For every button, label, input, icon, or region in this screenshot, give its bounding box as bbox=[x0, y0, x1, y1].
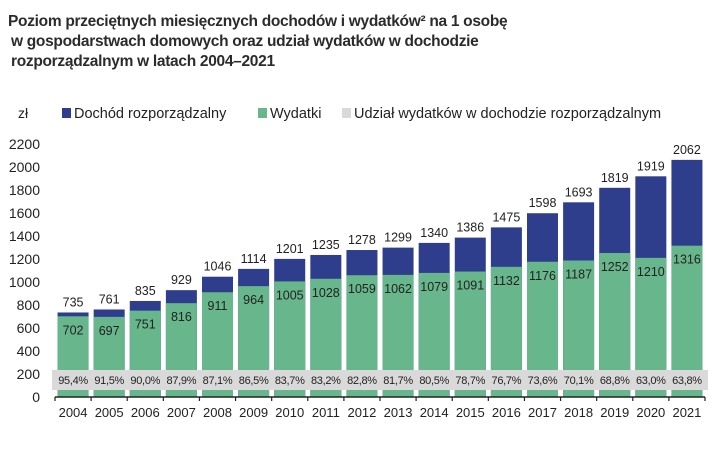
title-line: Poziom przeciętnych miesięcznych dochodó… bbox=[8, 13, 508, 30]
expenses-label: 1210 bbox=[637, 265, 665, 279]
expenses-label: 816 bbox=[171, 310, 192, 324]
x-tick-label: 2007 bbox=[167, 405, 196, 420]
expenses-label: 702 bbox=[63, 323, 84, 337]
expenses-label: 1005 bbox=[276, 288, 304, 302]
x-tick-label: 2021 bbox=[672, 405, 701, 420]
title-line: rozporządzalnym w latach 2004–2021 bbox=[11, 53, 275, 70]
x-tick-label: 2006 bbox=[131, 405, 160, 420]
expenses-label: 1316 bbox=[673, 253, 701, 267]
expenses-label: 1176 bbox=[529, 269, 556, 283]
expenses-label: 1187 bbox=[565, 267, 592, 281]
share-label: 95,4% bbox=[58, 375, 88, 387]
x-tick-label: 2012 bbox=[347, 405, 376, 420]
legend-label: Udział wydatków w dochodzie rozporządzal… bbox=[354, 106, 661, 122]
y-tick-label: 400 bbox=[17, 343, 41, 359]
x-tick-label: 2009 bbox=[239, 405, 268, 420]
x-tick-label: 2017 bbox=[528, 405, 557, 420]
legend-label: Dochód rozporządzalny bbox=[74, 106, 227, 122]
income-label: 1475 bbox=[492, 210, 520, 224]
share-label: 86,5% bbox=[239, 375, 269, 387]
income-label: 1278 bbox=[348, 233, 376, 247]
legend-label: Wydatki bbox=[270, 106, 321, 122]
income-label: 1299 bbox=[384, 231, 412, 245]
share-label: 82,8% bbox=[347, 375, 377, 387]
income-label: 735 bbox=[63, 295, 84, 309]
y-axis-unit: zł bbox=[18, 105, 29, 121]
x-tick-label: 2011 bbox=[312, 405, 340, 420]
share-label: 76,7% bbox=[492, 375, 522, 387]
x-tick-label: 2005 bbox=[95, 405, 124, 420]
share-label: 83,2% bbox=[311, 375, 341, 387]
title-line: w gospodarstwach domowych oraz udział wy… bbox=[11, 33, 479, 50]
expenses-label: 1132 bbox=[493, 274, 520, 288]
share-label: 70,1% bbox=[564, 375, 594, 387]
share-band bbox=[52, 370, 708, 390]
x-tick-label: 2008 bbox=[203, 405, 232, 420]
expenses-label: 1059 bbox=[348, 282, 376, 296]
legend-swatch bbox=[62, 108, 71, 118]
y-tick-label: 1200 bbox=[9, 251, 40, 267]
expenses-label: 1079 bbox=[420, 280, 448, 294]
income-label: 761 bbox=[99, 292, 120, 306]
income-label: 1386 bbox=[456, 221, 484, 235]
x-tick-label: 2016 bbox=[492, 405, 521, 420]
x-tick-label: 2004 bbox=[59, 405, 88, 420]
y-tick-label: 1800 bbox=[9, 182, 40, 198]
y-tick-label: 800 bbox=[17, 297, 41, 313]
y-tick-label: 1400 bbox=[9, 228, 40, 244]
y-tick-label: 600 bbox=[17, 320, 41, 336]
y-tick-label: 200 bbox=[17, 366, 41, 382]
income-label: 1114 bbox=[241, 252, 267, 266]
income-label: 1235 bbox=[312, 238, 340, 252]
x-tick-label: 2019 bbox=[600, 405, 629, 420]
y-tick-label: 1000 bbox=[9, 274, 40, 290]
x-tick-label: 2015 bbox=[456, 405, 485, 420]
income-label: 1598 bbox=[529, 196, 557, 210]
income-label: 1046 bbox=[204, 260, 232, 274]
expenses-label: 1091 bbox=[456, 279, 484, 293]
expenses-label: 964 bbox=[243, 293, 264, 307]
share-label: 80,5% bbox=[419, 375, 449, 387]
y-tick-label: 1600 bbox=[9, 205, 40, 221]
expenses-label: 1252 bbox=[601, 260, 629, 274]
legend-swatch bbox=[258, 108, 267, 118]
share-label: 87,1% bbox=[203, 375, 233, 387]
x-tick-label: 2013 bbox=[384, 405, 413, 420]
share-label: 81,7% bbox=[383, 375, 413, 387]
income-label: 1201 bbox=[276, 242, 304, 256]
x-tick-label: 2018 bbox=[564, 405, 593, 420]
legend-swatch bbox=[342, 108, 351, 118]
share-label: 90,0% bbox=[130, 375, 160, 387]
share-label: 63,0% bbox=[636, 375, 666, 387]
income-label: 1693 bbox=[565, 185, 593, 199]
income-label: 2062 bbox=[673, 143, 701, 157]
share-label: 78,7% bbox=[455, 375, 485, 387]
income-label: 1819 bbox=[601, 171, 629, 185]
income-label: 835 bbox=[135, 284, 156, 298]
share-label: 63,8% bbox=[672, 375, 702, 387]
share-label: 91,5% bbox=[94, 375, 124, 387]
y-tick-label: 0 bbox=[32, 389, 40, 405]
share-label: 68,8% bbox=[600, 375, 630, 387]
share-label: 87,9% bbox=[167, 375, 197, 387]
expenses-label: 1062 bbox=[384, 282, 412, 296]
y-tick-label: 2200 bbox=[9, 136, 40, 152]
income-label: 1919 bbox=[637, 159, 665, 173]
y-tick-label: 2000 bbox=[9, 159, 40, 175]
expenses-label: 1028 bbox=[312, 286, 340, 300]
x-tick-label: 2010 bbox=[275, 405, 304, 420]
x-tick-label: 2014 bbox=[420, 405, 449, 420]
income-label: 1340 bbox=[420, 226, 448, 240]
expenses-label: 911 bbox=[208, 299, 228, 313]
income-label: 929 bbox=[171, 273, 192, 287]
share-label: 83,7% bbox=[275, 375, 305, 387]
expenses-label: 697 bbox=[99, 324, 120, 338]
x-tick-label: 2020 bbox=[636, 405, 665, 420]
chart-title: Poziom przeciętnych miesięcznych dochodó… bbox=[8, 12, 508, 72]
expenses-label: 751 bbox=[135, 318, 156, 332]
share-label: 73,6% bbox=[528, 375, 558, 387]
